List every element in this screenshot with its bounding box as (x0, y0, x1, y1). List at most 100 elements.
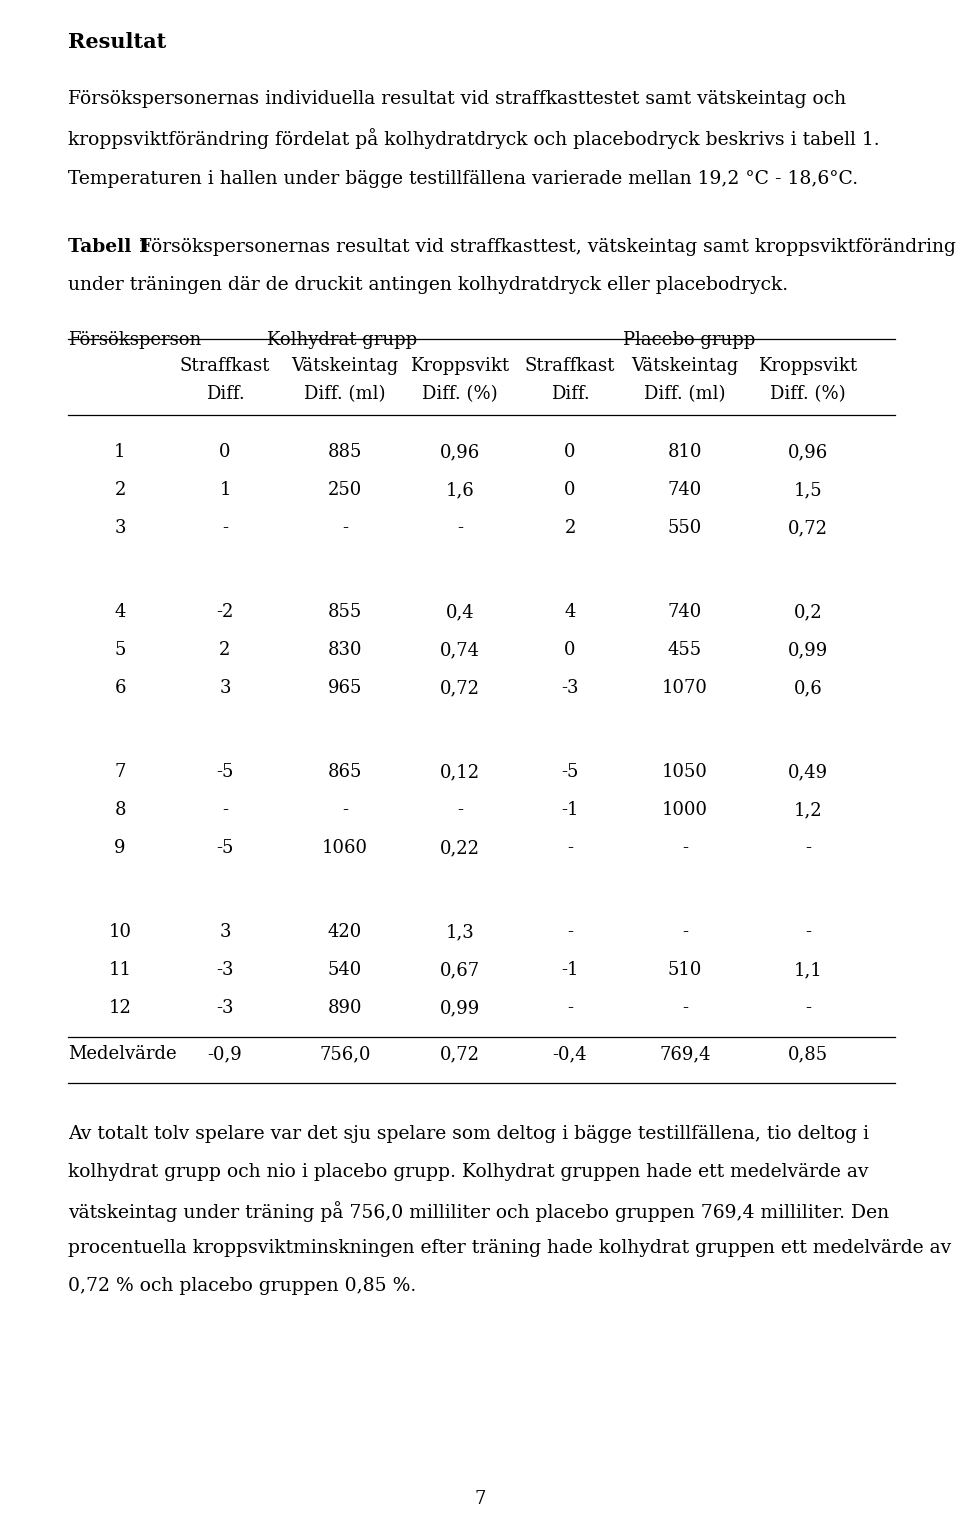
Text: Försöksperson: Försöksperson (68, 331, 202, 349)
Text: 1,5: 1,5 (794, 481, 823, 499)
Text: 1: 1 (219, 481, 230, 499)
Text: 810: 810 (668, 443, 703, 461)
Text: 0: 0 (564, 481, 576, 499)
Text: Vätskeintag: Vätskeintag (292, 357, 398, 375)
Text: 7: 7 (474, 1491, 486, 1507)
Text: -: - (567, 923, 573, 941)
Text: 0,72 % och placebo gruppen 0,85 %.: 0,72 % och placebo gruppen 0,85 %. (68, 1277, 417, 1295)
Text: 1: 1 (114, 443, 126, 461)
Text: 1060: 1060 (322, 839, 368, 858)
Text: 0,4: 0,4 (445, 603, 474, 621)
Text: -: - (567, 839, 573, 858)
Text: 965: 965 (327, 679, 362, 697)
Text: 0: 0 (564, 641, 576, 659)
Text: 1050: 1050 (662, 764, 708, 780)
Text: 0,67: 0,67 (440, 961, 480, 979)
Text: -: - (222, 802, 228, 820)
Text: -0,9: -0,9 (207, 1044, 242, 1063)
Text: 756,0: 756,0 (320, 1044, 371, 1063)
Text: kolhydrat grupp och nio i placebo grupp. Kolhydrat gruppen hade ett medelvärde a: kolhydrat grupp och nio i placebo grupp.… (68, 1163, 869, 1181)
Text: 9: 9 (114, 839, 126, 858)
Text: -: - (222, 519, 228, 537)
Text: -: - (682, 999, 688, 1017)
Text: 0,99: 0,99 (440, 999, 480, 1017)
Text: -: - (682, 839, 688, 858)
Text: Diff.: Diff. (205, 386, 245, 402)
Text: 885: 885 (327, 443, 362, 461)
Text: 769,4: 769,4 (660, 1044, 710, 1063)
Text: Vätskeintag: Vätskeintag (632, 357, 738, 375)
Text: 8: 8 (114, 802, 126, 820)
Text: Temperaturen i hallen under bägge testillfällena varierade mellan 19,2 °C - 18,6: Temperaturen i hallen under bägge testil… (68, 170, 858, 188)
Text: -5: -5 (216, 764, 233, 780)
Text: vätskeintag under träning på 756,0 milliliter och placebo gruppen 769,4 millilit: vätskeintag under träning på 756,0 milli… (68, 1201, 889, 1222)
Text: 0,85: 0,85 (788, 1044, 828, 1063)
Text: -3: -3 (216, 961, 233, 979)
Text: -: - (567, 999, 573, 1017)
Text: -: - (805, 839, 811, 858)
Text: 0: 0 (564, 443, 576, 461)
Text: -: - (342, 802, 348, 820)
Text: 1,6: 1,6 (445, 481, 474, 499)
Text: 11: 11 (108, 961, 132, 979)
Text: 7: 7 (114, 764, 126, 780)
Text: 0,2: 0,2 (794, 603, 823, 621)
Text: procentuella kroppsviktminskningen efter träning hade kolhydrat gruppen ett mede: procentuella kroppsviktminskningen efter… (68, 1239, 951, 1257)
Text: 510: 510 (668, 961, 702, 979)
Text: 3: 3 (219, 679, 230, 697)
Text: 2: 2 (564, 519, 576, 537)
Text: 1000: 1000 (662, 802, 708, 820)
Text: 855: 855 (328, 603, 362, 621)
Text: -: - (682, 923, 688, 941)
Text: under träningen där de druckit antingen kolhydratdryck eller placebodryck.: under träningen där de druckit antingen … (68, 276, 788, 294)
Text: 3: 3 (114, 519, 126, 537)
Text: 0,12: 0,12 (440, 764, 480, 780)
Text: -1: -1 (562, 961, 579, 979)
Text: Diff. (ml): Diff. (ml) (644, 386, 726, 402)
Text: 0,96: 0,96 (788, 443, 828, 461)
Text: 550: 550 (668, 519, 702, 537)
Text: 0,22: 0,22 (440, 839, 480, 858)
Text: -2: -2 (216, 603, 233, 621)
Text: Diff.: Diff. (551, 386, 589, 402)
Text: Kroppsvikt: Kroppsvikt (411, 357, 510, 375)
Text: 1,2: 1,2 (794, 802, 823, 820)
Text: 2: 2 (114, 481, 126, 499)
Text: -1: -1 (562, 802, 579, 820)
Text: Straffkast: Straffkast (180, 357, 270, 375)
Text: 890: 890 (327, 999, 362, 1017)
Text: 0,49: 0,49 (788, 764, 828, 780)
Text: Försökspersonernas resultat vid straffkasttest, vätskeintag samt kroppsviktförän: Försökspersonernas resultat vid straffka… (133, 238, 956, 257)
Text: Medelvärde: Medelvärde (68, 1044, 177, 1063)
Text: 0: 0 (219, 443, 230, 461)
Text: Diff. (ml): Diff. (ml) (304, 386, 386, 402)
Text: Diff. (%): Diff. (%) (770, 386, 846, 402)
Text: Tabell 1: Tabell 1 (68, 238, 151, 257)
Text: -: - (805, 923, 811, 941)
Text: 4: 4 (564, 603, 576, 621)
Text: Resultat: Resultat (68, 32, 166, 52)
Text: kroppsviktförändring fördelat på kolhydratdryck och placebodryck beskrivs i tabe: kroppsviktförändring fördelat på kolhydr… (68, 128, 879, 149)
Text: Straffkast: Straffkast (525, 357, 615, 375)
Text: Kolhydrat grupp: Kolhydrat grupp (268, 331, 418, 349)
Text: -5: -5 (562, 764, 579, 780)
Text: Försökspersonernas individuella resultat vid straffkasttestet samt vätskeintag o: Försökspersonernas individuella resultat… (68, 90, 846, 108)
Text: Placebo grupp: Placebo grupp (623, 331, 756, 349)
Text: -: - (342, 519, 348, 537)
Text: 6: 6 (114, 679, 126, 697)
Text: -: - (457, 519, 463, 537)
Text: 0,72: 0,72 (788, 519, 828, 537)
Text: 455: 455 (668, 641, 702, 659)
Text: 5: 5 (114, 641, 126, 659)
Text: 1,3: 1,3 (445, 923, 474, 941)
Text: 0,72: 0,72 (440, 679, 480, 697)
Text: 740: 740 (668, 603, 702, 621)
Text: -3: -3 (216, 999, 233, 1017)
Text: -: - (805, 999, 811, 1017)
Text: 830: 830 (327, 641, 362, 659)
Text: -3: -3 (562, 679, 579, 697)
Text: 420: 420 (328, 923, 362, 941)
Text: 0,96: 0,96 (440, 443, 480, 461)
Text: -: - (457, 802, 463, 820)
Text: 12: 12 (108, 999, 132, 1017)
